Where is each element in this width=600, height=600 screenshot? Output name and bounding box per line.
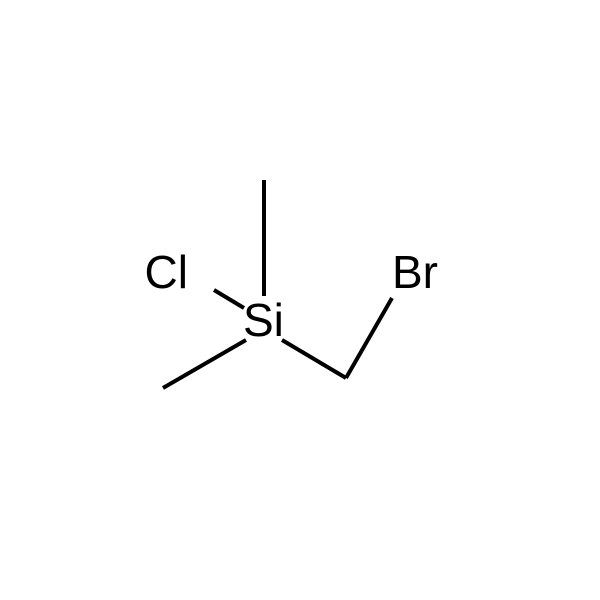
bond-Si-C_sw (163, 340, 246, 388)
atom-label-Si: Si (243, 294, 284, 346)
atom-label-Br: Br (392, 246, 438, 298)
bond-Si-C_e (282, 340, 346, 378)
atom-label-Cl: Cl (145, 246, 188, 298)
bond-Si-Cl (214, 290, 244, 308)
labels-group: Cl Si Br (145, 246, 438, 346)
molecule-diagram: Cl Si Br (0, 0, 600, 600)
bonds-group (163, 180, 392, 388)
bond-C_e-Br (346, 298, 392, 378)
